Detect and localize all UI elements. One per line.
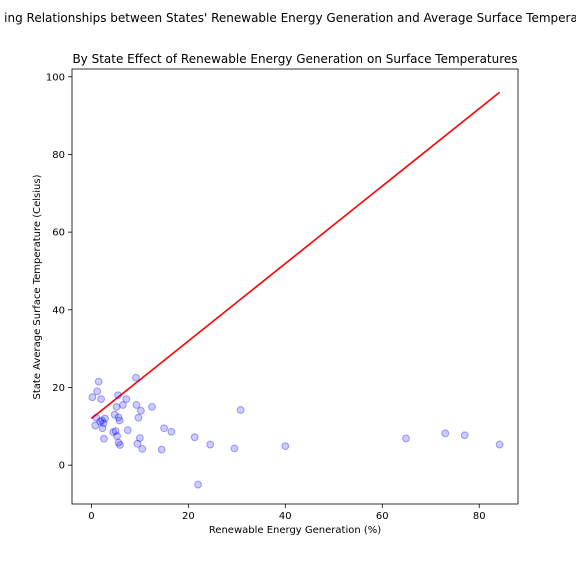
data-point: [194, 480, 202, 489]
data-point: [99, 419, 108, 428]
data-point: [460, 431, 469, 440]
data-point: [157, 445, 166, 454]
fit-line-layer: [90, 91, 501, 420]
x-tick-label: 40: [279, 511, 292, 522]
plot-frame: [71, 68, 519, 505]
data-point: [114, 438, 123, 447]
chart-title: By State Effect of Renewable Energy Gene…: [72, 52, 517, 66]
y-tick-label: 20: [52, 383, 65, 394]
data-point: [96, 417, 105, 426]
data-point: [98, 416, 106, 425]
data-point: [135, 434, 144, 442]
data-point: [110, 410, 119, 419]
data-point: [236, 406, 245, 414]
y-tick-label: 80: [52, 150, 65, 161]
data-point: [167, 427, 176, 436]
y-axis-label: State Average Surface Temperature (Celsi…: [32, 174, 43, 399]
data-point: [94, 377, 103, 386]
x-tick-label: 20: [182, 511, 195, 522]
data-point: [116, 441, 124, 449]
data-point: [115, 416, 124, 425]
data-point: [132, 373, 140, 382]
data-point: [123, 426, 132, 435]
data-point: [97, 395, 105, 404]
data-point: [114, 391, 122, 400]
x-axis-label: Renewable Energy Generation (%): [209, 525, 381, 536]
data-point: [111, 427, 120, 435]
x-tick-label: 80: [473, 511, 486, 522]
data-point: [119, 401, 127, 409]
data-point: [136, 406, 145, 415]
data-point: [112, 403, 121, 411]
data-point: [132, 401, 141, 409]
y-tick-label: 0: [59, 461, 65, 472]
data-point: [281, 442, 290, 451]
data-point: [91, 421, 100, 430]
data-point: [160, 424, 169, 433]
data-point: [134, 413, 143, 422]
y-tick-label: 60: [52, 228, 65, 239]
data-point: [113, 432, 121, 440]
regression-line: [90, 91, 501, 420]
data-point: [402, 434, 410, 443]
data-point: [495, 440, 504, 449]
figure-suptitle: ing Relationships between States' Renewa…: [4, 11, 576, 25]
data-point: [122, 395, 131, 404]
y-tick-label: 40: [52, 305, 65, 316]
data-point: [230, 444, 239, 453]
axis-ticks: 0 20 40 60 80 0 20 40 60 80 100: [46, 72, 486, 522]
data-point: [138, 444, 147, 453]
y-tick-label: 100: [46, 72, 65, 83]
x-tick-label: 60: [376, 511, 389, 522]
data-point: [98, 424, 107, 433]
data-point: [190, 433, 199, 442]
data-point: [100, 434, 108, 443]
data-point: [114, 413, 123, 422]
data-point: [206, 440, 215, 449]
data-point: [92, 413, 101, 422]
x-tick-label: 0: [88, 511, 94, 522]
points-layer: [88, 373, 504, 489]
data-point: [93, 387, 102, 396]
data-point: [441, 429, 450, 438]
data-point: [109, 428, 118, 437]
data-point: [88, 393, 97, 402]
data-point: [148, 403, 156, 411]
data-point: [133, 439, 142, 448]
data-point: [101, 414, 109, 423]
